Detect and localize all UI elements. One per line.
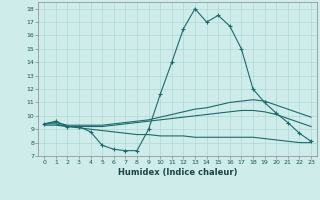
X-axis label: Humidex (Indice chaleur): Humidex (Indice chaleur) <box>118 168 237 177</box>
